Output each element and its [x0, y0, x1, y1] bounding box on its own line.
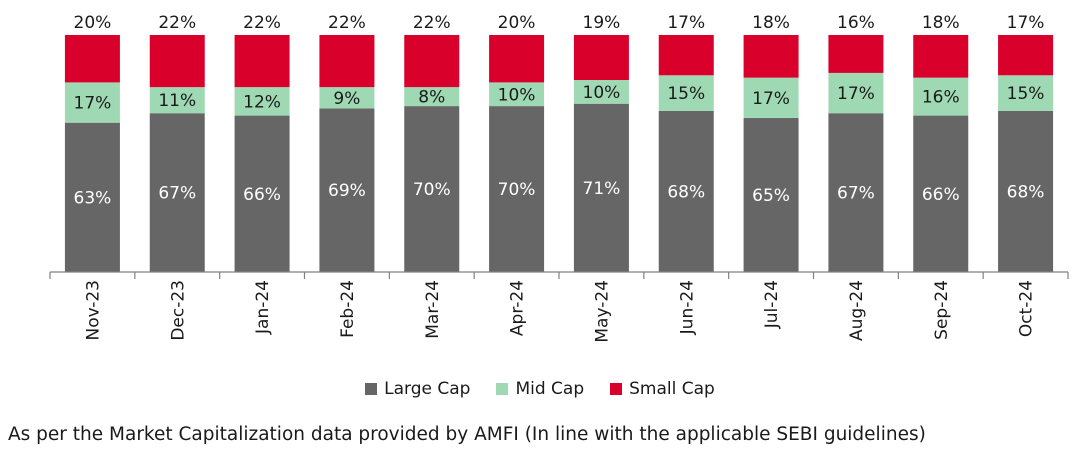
bar-segment-mid-cap [489, 82, 545, 107]
legend-label-large-cap: Large Cap [384, 379, 471, 399]
x-tick-label: Jan-24 [253, 280, 273, 335]
x-tick-label: Aug-24 [847, 280, 867, 341]
data-label-mid-cap: 17% [74, 94, 112, 114]
bar-segment-mid-cap [913, 77, 969, 116]
legend-swatch-mid-cap [496, 383, 509, 395]
data-label-large-cap: 66% [243, 185, 281, 205]
bar-segment-small-cap [489, 35, 545, 83]
data-label-mid-cap: 10% [583, 83, 621, 103]
bar-segment-mid-cap [743, 77, 799, 118]
legend-swatch-small-cap [610, 383, 623, 395]
data-label-large-cap: 69% [328, 181, 366, 201]
x-tick-label: Oct-24 [1017, 280, 1037, 337]
data-label-small-cap: 17% [1007, 13, 1045, 33]
bar-segment-large-cap [64, 122, 120, 272]
data-label-small-cap: 22% [328, 13, 366, 33]
data-label-large-cap: 63% [74, 188, 112, 208]
bar-segment-mid-cap [404, 87, 460, 107]
legend: Large Cap Mid Cap Small Cap [0, 379, 1080, 399]
bar-segment-small-cap [658, 35, 714, 76]
x-tick-label: Apr-24 [508, 280, 528, 336]
legend-label-mid-cap: Mid Cap [515, 379, 585, 399]
x-tick-label: Dec-23 [168, 280, 188, 341]
legend-item-large-cap: Large Cap [365, 379, 470, 399]
x-tick-label: Mar-24 [423, 280, 443, 339]
bar-segment-small-cap [64, 35, 120, 83]
data-label-mid-cap: 17% [837, 84, 875, 104]
data-label-mid-cap: 17% [752, 89, 790, 109]
x-tick-label: Sep-24 [932, 280, 952, 340]
legend-label-small-cap: Small Cap [629, 379, 715, 399]
data-label-small-cap: 22% [243, 13, 281, 33]
data-label-small-cap: 20% [74, 13, 112, 33]
legend-item-small-cap: Small Cap [610, 379, 715, 399]
bar-segment-small-cap [828, 35, 884, 73]
bar-segment-mid-cap [998, 75, 1054, 111]
data-label-large-cap: 67% [837, 184, 875, 204]
bar-segment-large-cap [573, 103, 629, 272]
bar-segment-large-cap [319, 108, 375, 272]
bar-segment-large-cap [658, 110, 714, 272]
bar-segment-mid-cap [658, 75, 714, 111]
bar-segment-large-cap [149, 113, 205, 273]
bar-segment-mid-cap [573, 80, 629, 104]
data-label-small-cap: 18% [922, 13, 960, 33]
bar-segment-mid-cap [319, 87, 375, 109]
x-tick-label: Nov-23 [83, 280, 103, 341]
bar-segment-small-cap [573, 35, 629, 81]
data-label-mid-cap: 16% [922, 88, 960, 108]
bar-segment-large-cap [998, 110, 1054, 272]
bar-segment-small-cap [913, 35, 969, 78]
data-label-small-cap: 20% [498, 13, 536, 33]
data-label-large-cap: 66% [922, 185, 960, 205]
data-label-small-cap: 22% [413, 13, 451, 33]
data-label-large-cap: 68% [667, 182, 705, 202]
data-label-small-cap: 22% [158, 13, 196, 33]
bar-segment-large-cap [913, 115, 969, 272]
bar-segment-large-cap [489, 106, 545, 272]
stacked-bar-chart: 63% 17% 20% Nov-23 67% 11% 22% Dec-23 66% 12% 22% J… [49, 13, 1069, 343]
footnote: As per the Market Capitalization data pr… [8, 424, 926, 445]
x-tick-label: Jul-24 [762, 280, 782, 329]
data-label-mid-cap: 8% [418, 88, 445, 108]
data-label-large-cap: 67% [158, 184, 196, 204]
data-label-small-cap: 19% [583, 13, 621, 33]
bar-segment-small-cap [319, 35, 375, 88]
data-label-small-cap: 17% [667, 13, 705, 33]
data-label-large-cap: 68% [1007, 182, 1045, 202]
bar-segment-small-cap [149, 35, 205, 88]
bar-segment-small-cap [743, 35, 799, 78]
x-tick-label: May-24 [592, 280, 612, 343]
x-tick-label: Jun-24 [677, 280, 697, 335]
data-label-small-cap: 18% [752, 13, 790, 33]
bar-segment-large-cap [404, 106, 460, 272]
bar-segment-small-cap [998, 35, 1054, 76]
data-label-mid-cap: 15% [667, 84, 705, 104]
bar-segment-large-cap [828, 113, 884, 273]
bar-segment-mid-cap [64, 82, 120, 123]
legend-swatch-large-cap [365, 383, 378, 395]
bar-segment-small-cap [234, 35, 290, 88]
data-label-mid-cap: 12% [243, 92, 281, 112]
data-label-small-cap: 16% [837, 13, 875, 33]
data-label-mid-cap: 10% [498, 85, 536, 105]
data-label-mid-cap: 11% [158, 91, 196, 111]
data-label-mid-cap: 9% [333, 89, 360, 109]
bar-segment-mid-cap [234, 87, 290, 116]
bar-segment-large-cap [234, 115, 290, 272]
data-label-large-cap: 71% [583, 179, 621, 199]
bar-segment-mid-cap [149, 87, 205, 114]
legend-item-mid-cap: Mid Cap [496, 379, 584, 399]
x-tick-label: Feb-24 [338, 280, 358, 338]
bar-segment-mid-cap [828, 72, 884, 114]
data-label-large-cap: 70% [413, 180, 451, 200]
data-label-mid-cap: 15% [1007, 84, 1045, 104]
bar-segment-large-cap [743, 117, 799, 272]
data-label-large-cap: 70% [498, 180, 536, 200]
data-label-large-cap: 65% [752, 186, 790, 206]
bar-segment-small-cap [404, 35, 460, 88]
